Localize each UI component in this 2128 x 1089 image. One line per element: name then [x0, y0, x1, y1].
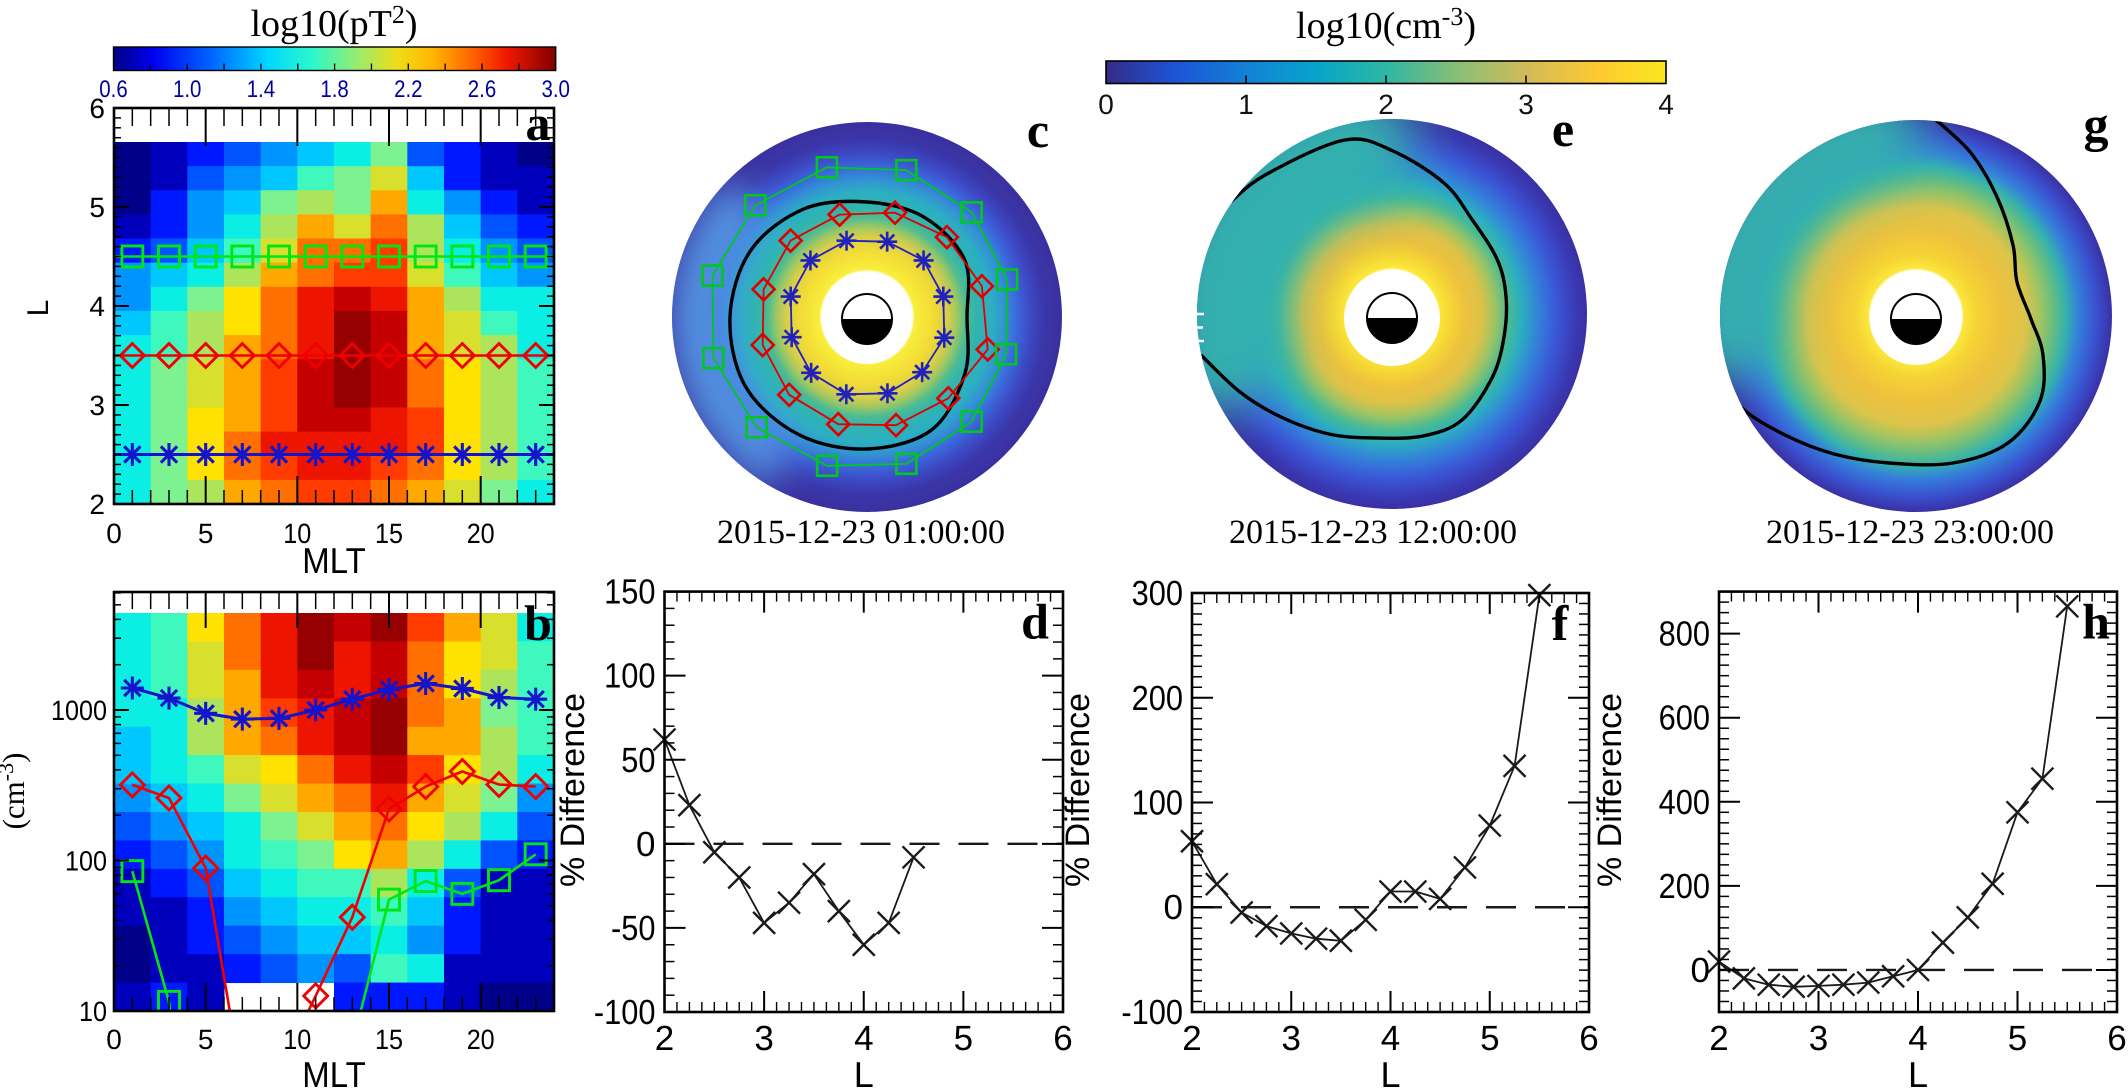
svg-text:0: 0 [1691, 951, 1710, 990]
svg-text:100: 100 [604, 657, 655, 696]
svg-text:10: 10 [283, 518, 311, 549]
svg-text:1: 1 [1238, 89, 1254, 120]
svg-text:6: 6 [89, 93, 105, 124]
svg-text:10: 10 [283, 1024, 311, 1055]
svg-text:1000: 1000 [51, 695, 107, 726]
svg-text:-100: -100 [594, 993, 656, 1032]
svg-text:2.2: 2.2 [394, 76, 422, 103]
svg-text:50: 50 [621, 741, 655, 780]
svg-text:600: 600 [1659, 699, 1710, 738]
svg-text:6: 6 [1053, 1019, 1072, 1058]
svg-text:4: 4 [1908, 1019, 1927, 1058]
svg-text:5: 5 [1480, 1019, 1499, 1058]
svg-text:5: 5 [89, 192, 105, 223]
svg-text:5: 5 [2008, 1019, 2027, 1058]
svg-text:b: b [524, 595, 552, 651]
svg-text:c: c [1027, 102, 1049, 158]
svg-text:2015-12-23 12:00:00: 2015-12-23 12:00:00 [1229, 514, 1517, 551]
svg-text:300: 300 [1132, 574, 1183, 613]
svg-text:L: L [854, 1054, 874, 1089]
svg-text:h: h [2082, 594, 2110, 650]
svg-text:5: 5 [198, 1024, 214, 1055]
svg-text:log10(pT2): log10(pT2) [250, 0, 417, 45]
svg-text:% Difference: % Difference [1059, 693, 1097, 887]
svg-text:MLT: MLT [302, 540, 365, 581]
svg-text:800: 800 [1659, 615, 1710, 654]
svg-text:2015-12-23 01:00:00: 2015-12-23 01:00:00 [717, 514, 1005, 551]
svg-text:6: 6 [2107, 1019, 2126, 1058]
svg-text:4: 4 [854, 1019, 873, 1058]
svg-text:20: 20 [467, 1024, 495, 1055]
svg-text:0: 0 [106, 1024, 122, 1055]
svg-text:6: 6 [1579, 1019, 1598, 1058]
svg-text:a: a [526, 95, 551, 151]
svg-text:0: 0 [636, 825, 655, 864]
svg-text:200: 200 [1659, 867, 1710, 906]
svg-text:L: L [1908, 1054, 1928, 1089]
svg-text:1.0: 1.0 [173, 76, 201, 103]
svg-text:2.6: 2.6 [468, 76, 496, 103]
svg-text:3: 3 [89, 390, 105, 421]
svg-text:d: d [1021, 594, 1049, 650]
svg-text:g: g [2084, 96, 2109, 153]
svg-text:200: 200 [1132, 679, 1183, 718]
svg-text:3: 3 [754, 1019, 773, 1058]
svg-text:10: 10 [79, 996, 107, 1027]
svg-text:e: e [1552, 101, 1574, 157]
svg-text:100: 100 [65, 846, 107, 877]
svg-text:0: 0 [106, 518, 122, 549]
svg-text:% Difference: % Difference [554, 693, 592, 887]
svg-text:2: 2 [1378, 89, 1394, 120]
svg-text:L: L [22, 300, 55, 317]
svg-text:2: 2 [1709, 1019, 1728, 1058]
svg-text:20: 20 [467, 518, 495, 549]
svg-text:MLT: MLT [302, 1054, 365, 1089]
svg-text:15: 15 [375, 518, 403, 549]
svg-text:1.8: 1.8 [320, 76, 348, 103]
svg-text:4: 4 [89, 291, 105, 322]
svg-text:4: 4 [1381, 1019, 1400, 1058]
svg-text:15: 15 [375, 1024, 403, 1055]
svg-text:4: 4 [1658, 89, 1674, 120]
svg-text:150: 150 [604, 573, 655, 612]
svg-text:-100: -100 [1121, 993, 1183, 1032]
svg-text:5: 5 [198, 518, 214, 549]
svg-text:3: 3 [1281, 1019, 1300, 1058]
svg-text:L: L [1380, 1054, 1400, 1089]
svg-text:0: 0 [1098, 89, 1114, 120]
svg-text:f: f [1552, 595, 1570, 651]
svg-text:2: 2 [655, 1019, 674, 1058]
svg-text:400: 400 [1659, 783, 1710, 822]
svg-text:0: 0 [1164, 888, 1183, 927]
svg-text:2: 2 [1182, 1019, 1201, 1058]
svg-text:3: 3 [1809, 1019, 1828, 1058]
svg-text:3.0: 3.0 [542, 76, 570, 103]
svg-text:-50: -50 [611, 909, 656, 948]
svg-text:1.4: 1.4 [247, 76, 275, 103]
svg-text:2: 2 [89, 489, 105, 520]
svg-text:2015-12-23 23:00:00: 2015-12-23 23:00:00 [1766, 514, 2054, 551]
svg-text:5: 5 [954, 1019, 973, 1058]
svg-text:% Difference: % Difference [1591, 693, 1629, 887]
svg-text:3: 3 [1518, 89, 1534, 120]
svg-text:100: 100 [1132, 784, 1183, 823]
svg-text:0.6: 0.6 [99, 76, 127, 103]
